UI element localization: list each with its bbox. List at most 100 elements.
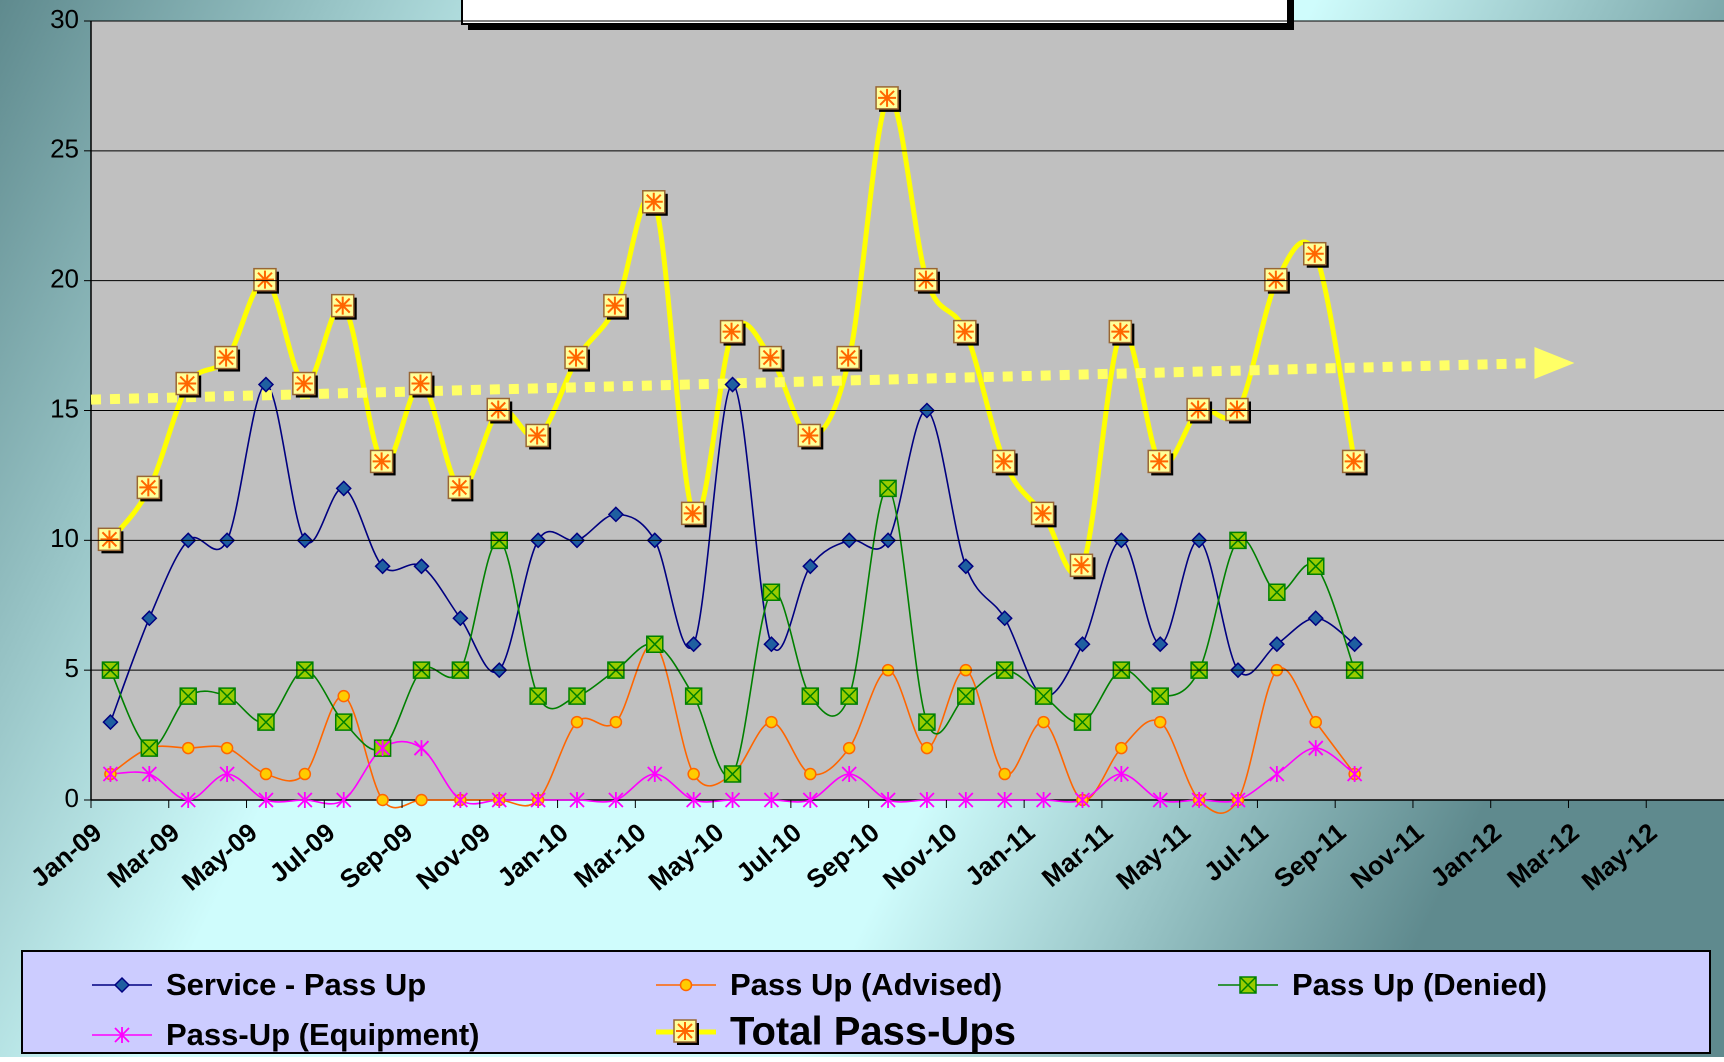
trend-line [90, 358, 1539, 405]
marker-star [994, 452, 1013, 471]
marker-star [722, 322, 741, 341]
marker [879, 479, 897, 498]
marker [529, 687, 547, 705]
marker [141, 610, 158, 627]
marker [1034, 687, 1053, 705]
marker [1308, 740, 1324, 757]
marker [920, 741, 934, 755]
marker [568, 687, 586, 705]
marker [842, 741, 856, 755]
marker [914, 267, 940, 294]
marker [218, 687, 236, 705]
marker [570, 715, 584, 729]
legend-label: Service - Pass Up [166, 967, 426, 1002]
marker [374, 740, 391, 757]
marker [1035, 792, 1052, 808]
marker [1264, 267, 1290, 294]
legend-box [21, 950, 1711, 1054]
marker [998, 767, 1011, 781]
marker [957, 687, 975, 705]
marker [679, 978, 693, 992]
marker [447, 475, 474, 502]
marker [1152, 636, 1169, 653]
marker [1268, 636, 1285, 653]
marker [996, 610, 1013, 627]
marker-star [100, 530, 119, 549]
marker-star [294, 374, 313, 393]
marker [408, 371, 435, 398]
marker [1309, 715, 1322, 729]
marker [804, 767, 817, 781]
marker [875, 86, 902, 112]
marker [214, 345, 241, 372]
marker [297, 792, 313, 808]
marker [1346, 636, 1363, 653]
marker [723, 765, 742, 783]
marker-star [1305, 244, 1324, 263]
marker-star [1189, 400, 1208, 419]
marker [1268, 583, 1286, 602]
marker [452, 610, 469, 627]
marker [762, 583, 781, 602]
marker-star [1111, 322, 1130, 341]
marker-star [450, 478, 469, 497]
marker [140, 739, 159, 757]
marker [335, 480, 352, 497]
marker [724, 376, 741, 393]
marker [569, 792, 585, 808]
marker-star [605, 296, 624, 315]
marker [525, 423, 552, 450]
y-tick-label: 30 [50, 4, 79, 34]
marker-star [1344, 452, 1363, 471]
marker [334, 713, 353, 731]
marker [1074, 636, 1091, 653]
marker-star [1150, 452, 1169, 471]
marker [374, 558, 391, 575]
marker [608, 792, 624, 808]
marker-star [800, 426, 819, 445]
y-tick-label: 10 [50, 523, 79, 553]
marker [97, 527, 124, 554]
marker [486, 397, 513, 424]
marker [258, 792, 274, 808]
marker-star [528, 426, 547, 445]
marker [997, 792, 1013, 808]
marker [724, 792, 741, 808]
marker [257, 713, 275, 731]
marker [684, 687, 703, 705]
marker [530, 792, 546, 808]
marker [680, 501, 707, 528]
marker [1230, 792, 1246, 808]
marker [141, 766, 157, 783]
marker [336, 792, 352, 808]
marker-star [644, 192, 663, 211]
marker [369, 449, 396, 476]
title-box [461, 0, 1289, 25]
marker [1108, 319, 1135, 346]
marker [686, 792, 702, 808]
marker [1239, 976, 1257, 994]
y-tick-label: 0 [65, 783, 79, 813]
marker [292, 371, 318, 398]
marker [136, 475, 163, 502]
marker [1115, 741, 1128, 755]
marker-star [489, 400, 508, 419]
marker [1153, 715, 1167, 729]
marker [413, 740, 430, 757]
marker [1037, 715, 1050, 729]
marker-star [1033, 504, 1052, 523]
marker [1073, 713, 1092, 731]
marker-star [372, 452, 391, 471]
marker [763, 792, 780, 808]
y-tick-label: 25 [50, 134, 79, 164]
marker-star [255, 270, 274, 289]
marker [642, 190, 668, 216]
legend-label: Pass Up (Denied) [1292, 967, 1547, 1002]
marker [175, 371, 202, 398]
marker [1147, 449, 1174, 476]
marker [253, 267, 279, 294]
legend-label: Total Pass-Ups [730, 1010, 1016, 1054]
marker [673, 1019, 699, 1045]
marker [646, 635, 664, 653]
marker [102, 714, 119, 731]
